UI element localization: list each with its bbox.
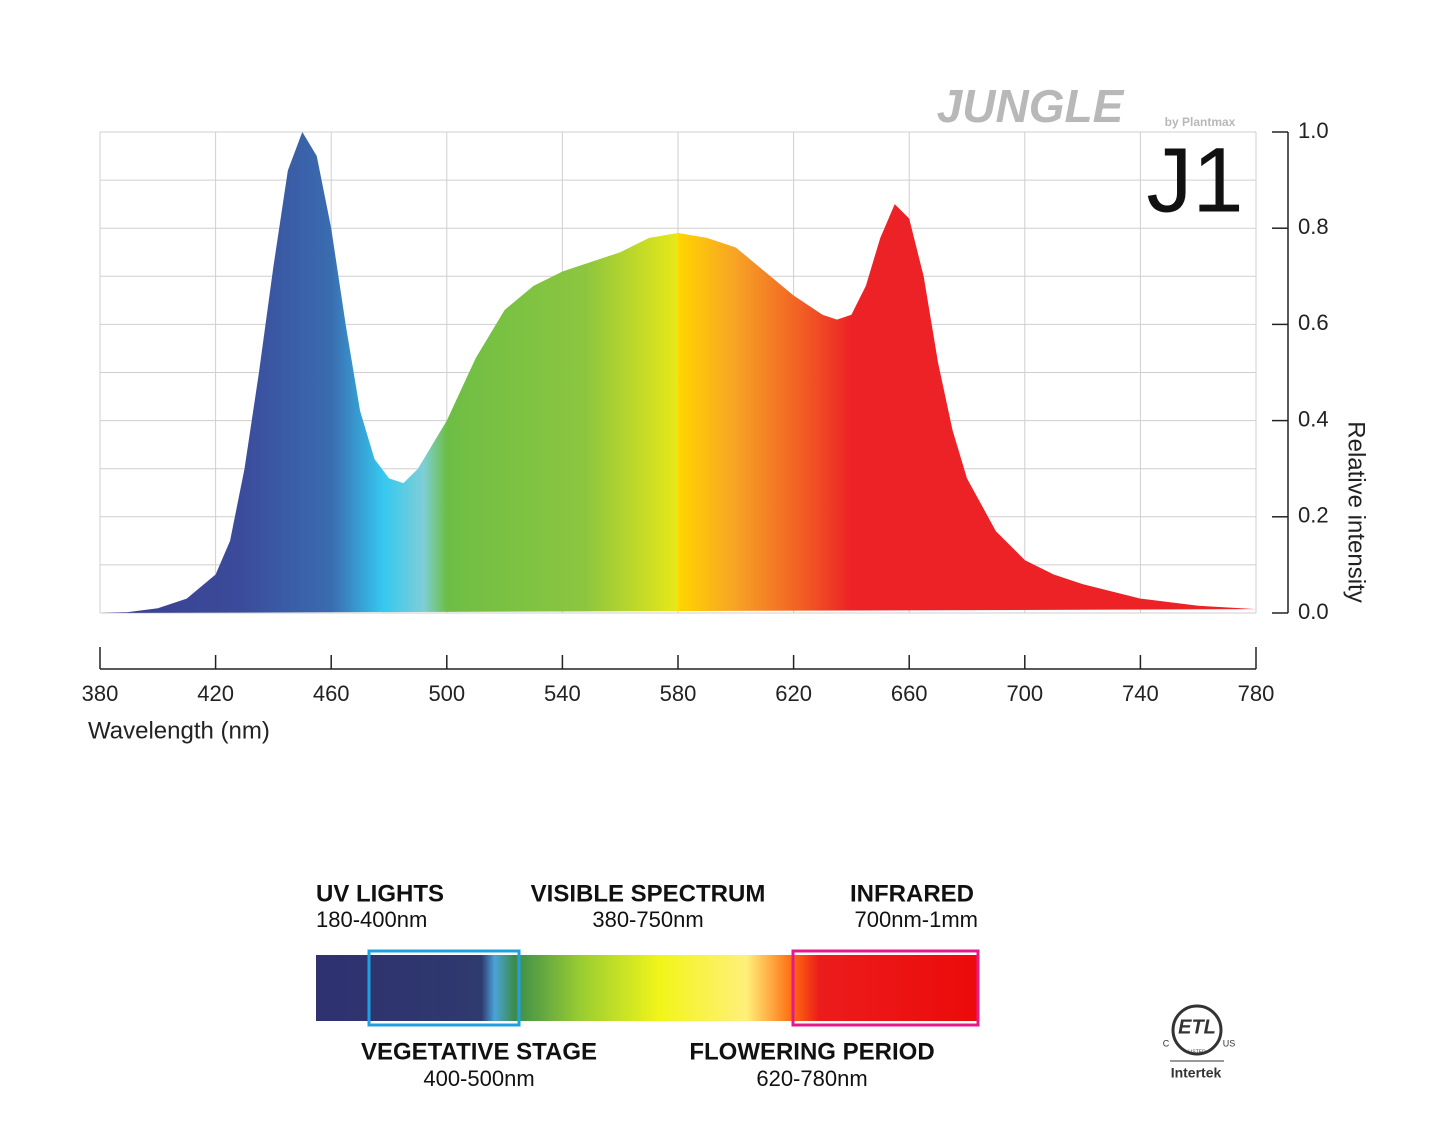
x-tick-label: 500 [428, 681, 465, 706]
x-tick-label: 420 [197, 681, 234, 706]
legend-title: INFRARED [850, 880, 974, 907]
spectrum-area [100, 132, 1256, 613]
x-tick-label: 380 [82, 681, 119, 706]
y-tick-label: 0.6 [1298, 310, 1329, 335]
y-tick-label: 0.0 [1298, 599, 1329, 624]
x-tick-label: 540 [544, 681, 581, 706]
etl-logo: ETL C US LISTED Intertek [1163, 1004, 1236, 1081]
legend-range: 380-750nm [592, 907, 703, 932]
legend-title: VEGETATIVE STAGE [361, 1038, 597, 1065]
x-tick-label: 620 [775, 681, 812, 706]
legend-title: VISIBLE SPECTRUM [531, 880, 766, 907]
etl-circle [1171, 1004, 1223, 1056]
y-tick-label: 0.2 [1298, 503, 1329, 528]
x-tick-label: 580 [660, 681, 697, 706]
flowering-box [791, 949, 980, 1027]
legend-title: FLOWERING PERIOD [689, 1038, 934, 1065]
y-tick-label: 1.0 [1298, 118, 1329, 143]
legend-range: 400-500nm [423, 1066, 534, 1091]
x-tick-label: 460 [313, 681, 350, 706]
x-tick-label: 780 [1238, 681, 1275, 706]
legend-title: UV LIGHTS [316, 880, 444, 907]
etl-right: US [1223, 1038, 1236, 1048]
etl-left: C [1163, 1038, 1170, 1048]
x-tick-label: 740 [1122, 681, 1159, 706]
x-tick-label: 660 [891, 681, 928, 706]
legend-range: 700nm-1mm [855, 907, 978, 932]
model: J1 [1146, 129, 1243, 231]
y-tick-label: 0.8 [1298, 214, 1329, 239]
x-axis-label: Wavelength (nm) [88, 717, 270, 744]
legend-range: 620-780nm [756, 1066, 867, 1091]
x-tick-label: 700 [1006, 681, 1043, 706]
legend-range: 180-400nm [316, 907, 427, 932]
etl-company: Intertek [1171, 1065, 1222, 1081]
etl-mark: ETL [1178, 1016, 1216, 1038]
brand: JUNGLE [937, 80, 1125, 132]
y-axis-label: Relative intensity [1343, 421, 1370, 602]
y-tick-label: 0.4 [1298, 406, 1329, 431]
byline: by Plantmax [1165, 115, 1236, 129]
vegetative-box [367, 949, 521, 1027]
etl-listed: LISTED [1188, 1049, 1206, 1055]
plot: 0.0 0.2 0.4 0.6 0.8 1.0 380 420 460 500 540 580 620 6… [82, 118, 1329, 706]
spectrum-band [316, 955, 978, 1021]
